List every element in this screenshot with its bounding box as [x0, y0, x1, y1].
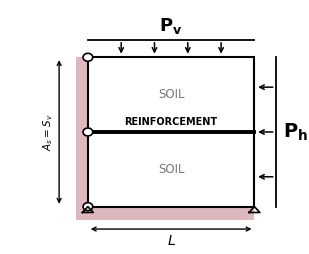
Circle shape	[83, 128, 93, 136]
Text: $A_s = S_v$: $A_s = S_v$	[42, 113, 55, 151]
Bar	[76, 57, 88, 207]
Circle shape	[83, 53, 93, 61]
Text: $\mathbf{P_h}$: $\mathbf{P_h}$	[283, 121, 308, 143]
Bar	[88, 57, 254, 207]
Text: $\mathbf{P_v}$: $\mathbf{P_v}$	[159, 16, 183, 36]
Circle shape	[83, 203, 93, 211]
Text: SOIL: SOIL	[158, 88, 184, 101]
Text: L: L	[167, 233, 175, 248]
Text: REINFORCEMENT: REINFORCEMENT	[125, 117, 218, 127]
Text: SOIL: SOIL	[158, 163, 184, 176]
Bar	[76, 207, 254, 220]
